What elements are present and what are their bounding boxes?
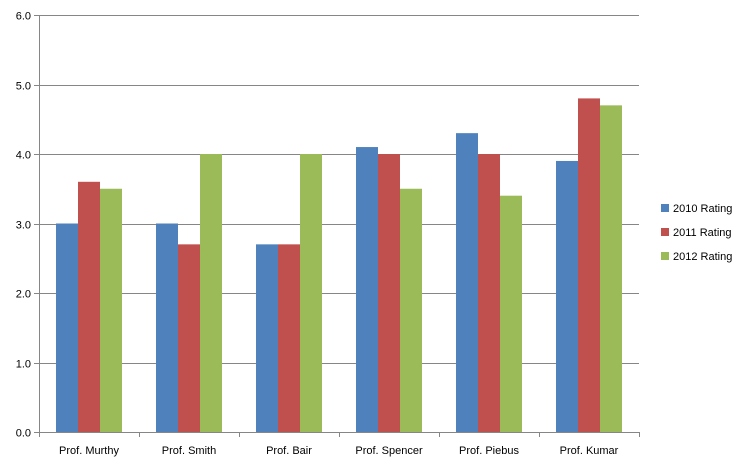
bar <box>556 160 578 432</box>
x-tick-label: Prof. Spencer <box>355 445 423 457</box>
y-tick-label: 4.0 <box>16 150 31 162</box>
axes: 0.0 1.0 2.0 3.0 4.0 5.0 6.0 Prof. Murthy Prof. S… <box>16 11 640 457</box>
y-tick-label: 5.0 <box>16 81 31 93</box>
x-tick-label: Prof. Smith <box>162 445 216 457</box>
legend: 2010 Rating 2011 Rating 2012 Rating <box>661 203 732 263</box>
bar <box>378 154 400 432</box>
bar <box>256 244 278 432</box>
bar <box>356 147 378 433</box>
bar <box>500 195 522 432</box>
bar <box>156 223 178 432</box>
x-tick-label: Prof. Kumar <box>560 445 619 457</box>
bar <box>100 188 122 432</box>
gridlines <box>39 15 639 364</box>
bar <box>456 133 478 432</box>
y-tick-label: 1.0 <box>16 359 31 371</box>
bar <box>400 188 422 432</box>
bar <box>578 98 600 433</box>
legend-label: 2012 Rating <box>673 251 732 263</box>
bar <box>178 244 200 432</box>
y-tick-label: 0.0 <box>16 428 31 440</box>
legend-label: 2010 Rating <box>673 203 732 215</box>
x-tick-label: Prof. Bair <box>266 445 312 457</box>
y-tick-label: 3.0 <box>16 220 31 232</box>
bar <box>200 154 222 432</box>
y-tick-label: 6.0 <box>16 11 31 23</box>
legend-swatch <box>661 228 669 236</box>
bar <box>300 154 322 432</box>
bar <box>56 223 78 432</box>
legend-label: 2011 Rating <box>673 227 732 239</box>
legend-swatch <box>661 204 669 212</box>
x-tick-label: Prof. Piebus <box>459 445 519 457</box>
legend-swatch <box>661 252 669 260</box>
bar <box>600 105 622 432</box>
bar <box>478 154 500 432</box>
bars <box>56 98 622 433</box>
y-tick-label: 2.0 <box>16 289 31 301</box>
bar <box>78 181 100 432</box>
bar <box>278 244 300 432</box>
x-tick-label: Prof. Murthy <box>59 445 119 457</box>
